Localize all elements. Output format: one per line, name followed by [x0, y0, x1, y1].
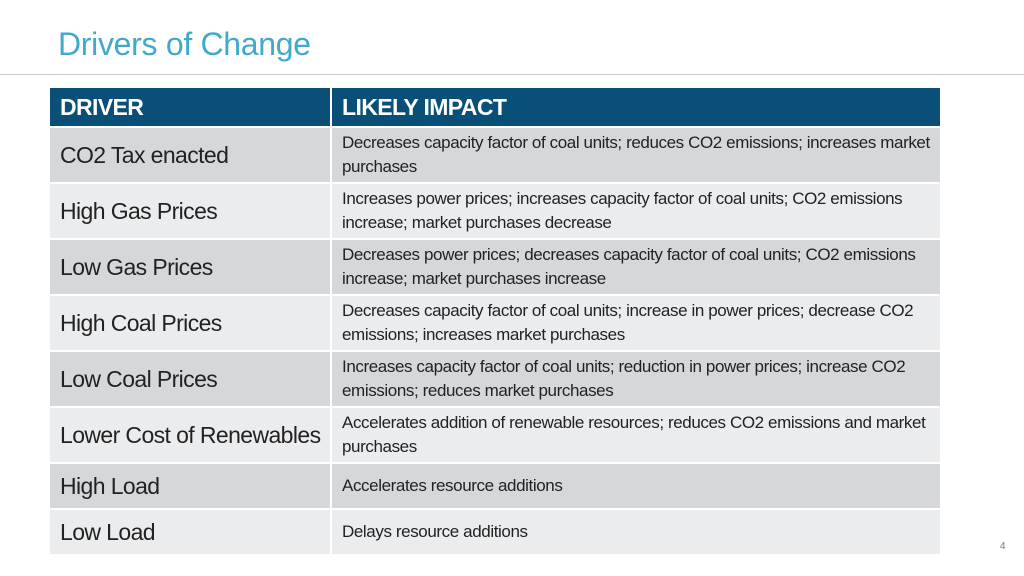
table-row: High Gas Prices Increases power prices; …: [48, 182, 942, 240]
table-row: High Load Accelerates resource additions: [48, 462, 942, 510]
impact-cell: Delays resource additions: [330, 508, 942, 556]
impact-cell: Increases power prices; increases capaci…: [330, 182, 942, 240]
driver-cell: CO2 Tax enacted: [48, 126, 332, 184]
impact-cell: Decreases capacity factor of coal units;…: [330, 126, 942, 184]
impact-cell: Accelerates addition of renewable resour…: [330, 406, 942, 464]
impact-cell: Decreases capacity factor of coal units;…: [330, 294, 942, 352]
driver-cell: Low Coal Prices: [48, 350, 332, 408]
driver-cell: High Load: [48, 462, 332, 510]
impact-cell: Decreases power prices; decreases capaci…: [330, 238, 942, 296]
table-row: High Coal Prices Decreases capacity fact…: [48, 294, 942, 352]
page-number: 4: [1000, 541, 1006, 552]
impact-cell: Accelerates resource additions: [330, 462, 942, 510]
table-row: Low Gas Prices Decreases power prices; d…: [48, 238, 942, 296]
page-title: Drivers of Change: [58, 26, 311, 62]
header-driver: DRIVER: [48, 86, 332, 128]
table-row: Lower Cost of Renewables Accelerates add…: [48, 406, 942, 464]
driver-cell: High Gas Prices: [48, 182, 332, 240]
driver-cell: Low Load: [48, 508, 332, 556]
drivers-table: DRIVER LIKELY IMPACT CO2 Tax enacted Dec…: [48, 86, 942, 556]
driver-cell: High Coal Prices: [48, 294, 332, 352]
impact-cell: Increases capacity factor of coal units;…: [330, 350, 942, 408]
table-row: CO2 Tax enacted Decreases capacity facto…: [48, 126, 942, 184]
table-row: Low Load Delays resource additions: [48, 508, 942, 556]
table-header-row: DRIVER LIKELY IMPACT: [48, 86, 942, 128]
driver-cell: Lower Cost of Renewables: [48, 406, 332, 464]
table-row: Low Coal Prices Increases capacity facto…: [48, 350, 942, 408]
header-likely-impact: LIKELY IMPACT: [330, 86, 942, 128]
driver-cell: Low Gas Prices: [48, 238, 332, 296]
title-divider: [0, 74, 1024, 75]
